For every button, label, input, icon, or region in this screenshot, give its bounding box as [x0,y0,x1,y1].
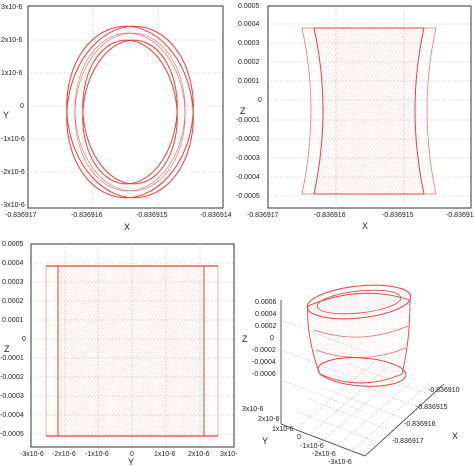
xy-ylabel: Y [3,110,9,120]
y3-tick-0: 3x10-6 [242,406,264,413]
yz-ytick-0: 0.0005 [2,241,24,248]
yz-ytick-1: 0.0004 [2,260,24,267]
yz-ytick-5: 0 [22,336,26,343]
panel-xz-yticks: 0.0005 0.0004 0.0003 0.0002 0.0001 0 -0.… [236,3,262,200]
xz-xtick-1: -0.836916 [314,212,346,219]
xz-ytick-6: -0.0001 [236,117,260,124]
x3-tick-0: -0.836910 [428,387,460,394]
orbit-band-2 [66,25,194,199]
yz-xlabel: Y [128,457,134,466]
z3-tick-0: 0.0006 [255,299,277,306]
xy-xtick-0: -0.836917 [5,212,37,219]
panel-3d-xlabel: X [452,431,458,441]
yz-ytick-6: -0.0001 [0,355,24,362]
panel-xy-yticks: 3x10-6 2x10-6 1x10-6 0 -1x10-6 -2x10-6 -… [1,4,25,209]
xz-xlabel: X [362,221,368,231]
z3-tick-1: 0.0004 [255,311,277,318]
panel-xz: 0.0005 0.0004 0.0003 0.0002 0.0001 0 -0.… [236,3,474,231]
xz-ytick-0: 0.0005 [238,3,260,10]
yz-xtick-5: 2x10-6 [188,451,210,458]
xz-ytick-8: -0.0003 [236,155,260,162]
xz-ytick-7: -0.0002 [236,136,260,143]
z3-tick-4: -0.0002 [252,347,276,354]
panel-yz-xticks: -3x10-6 -2x10-6 -1x10-6 0 1x10-6 2x10-6 … [20,451,238,458]
panel-xz-xticks: -0.836917 -0.836916 -0.836915 -0.83691 [247,212,474,219]
z3-tick-5: -0.0004 [252,359,276,366]
panel-3d-box [280,300,445,457]
y3-tick-2: 1x10-6 [272,426,294,433]
xy-ytick-0: 3x10-6 [1,4,23,11]
x3-tick-2: -0.836916 [404,421,436,428]
panel-3d-zticks: 0.0006 0.0004 0.0002 0 -0.0002 -0.0004 -… [252,299,277,378]
cylinder-bottom [317,357,407,387]
yz-ytick-3: 0.0002 [2,298,24,305]
z3-tick-3: 0 [270,335,274,342]
xz-ytick-4: 0.0001 [238,78,260,85]
panel-yz-yticks: 0.0005 0.0004 0.0003 0.0002 0.0001 0 -0.… [0,241,26,438]
xy-ytick-1: 2x10-6 [1,37,23,44]
x3-tick-3: -0.836917 [392,438,424,445]
yz-xtick-6: 3x10- [220,451,238,458]
z3-tick-2: 0.0002 [255,323,277,330]
xz-ytick-5: 0 [258,97,262,104]
xz-xtick-2: -0.836915 [382,212,414,219]
xz-ytick-10: -0.0005 [236,193,260,200]
xy-xtick-3: -0.836914 [200,212,232,219]
xy-ytick-5: -2x10-6 [1,169,25,176]
panel-3d-zlabel: Z [242,334,248,344]
x3-tick-1: -0.836915 [416,404,448,411]
xz-xtick-0: -0.836917 [247,212,279,219]
yz-xtick-3: 0 [130,451,134,458]
yz-ytick-10: -0.0005 [0,431,24,438]
xz-ytick-9: -0.0004 [236,174,260,181]
xz-band-inner [313,27,425,195]
yz-xtick-2: -1x10-6 [85,451,109,458]
panel-xy-xticks: -0.836917 -0.836916 -0.836915 -0.836914 [5,212,232,219]
xy-ytick-3: 0 [20,103,24,110]
xy-xtick-2: -0.836915 [136,212,168,219]
y3-tick-5: -2x10-6 [312,451,336,458]
yz-ytick-9: -0.0004 [0,412,24,419]
panel-3d-xticks: -0.836910 -0.836915 -0.836916 -0.836917 [392,387,460,445]
xy-xtick-1: -0.836916 [71,212,103,219]
xz-ytick-3: 0.0002 [238,59,260,66]
z3-tick-6: -0.0006 [252,371,276,378]
xy-xlabel: X [124,222,130,232]
xz-ylabel: Z [240,106,246,116]
y3-tick-4: -1x10-6 [300,443,324,450]
panel-3d-ylabel: Y [262,436,268,446]
panel-xy: 3x10-6 2x10-6 1x10-6 0 -1x10-6 -2x10-6 -… [1,4,232,232]
yz-ylabel: Z [4,344,10,354]
yz-band-inner [57,265,205,437]
yz-ytick-2: 0.0003 [2,279,24,286]
xy-ytick-4: -1x10-6 [1,136,25,143]
xy-ytick-2: 1x10-6 [1,70,23,77]
panel-xz-band [301,27,437,195]
panel-3d-yticks: 3x10-6 2x10-6 1x10-6 0 -1x10-6 -2x10-6 -… [242,406,352,466]
cylinder-top [306,284,412,320]
panel-3d: 0.0006 0.0004 0.0002 0 -0.0002 -0.0004 -… [242,284,460,466]
yz-ytick-4: 0.0001 [2,317,24,324]
xz-ytick-2: 0.0003 [238,40,260,47]
y3-tick-6: -3x10-6 [328,459,352,466]
panel-yz: 0.0005 0.0004 0.0003 0.0002 0.0001 0 -0.… [0,241,238,466]
panel-3d-cylinder [306,284,412,387]
yz-xtick-0: -3x10-6 [20,451,44,458]
xz-ytick-1: 0.0004 [238,21,260,28]
yz-xtick-4: 1x10-6 [154,451,176,458]
y3-tick-3: 0 [297,434,301,441]
yz-ytick-7: -0.0002 [0,374,24,381]
xy-ytick-6: -3x10-6 [1,202,25,209]
panel-yz-band [45,265,219,437]
orbit-band-4 [82,39,178,185]
panel-xy-orbit [66,25,194,199]
y3-tick-1: 2x10-6 [258,416,280,423]
cylinder-top-inner [316,289,402,315]
yz-xtick-1: -2x10-6 [52,451,76,458]
yz-ytick-8: -0.0003 [0,393,24,400]
xz-xtick-3: -0.83691 [446,212,474,219]
